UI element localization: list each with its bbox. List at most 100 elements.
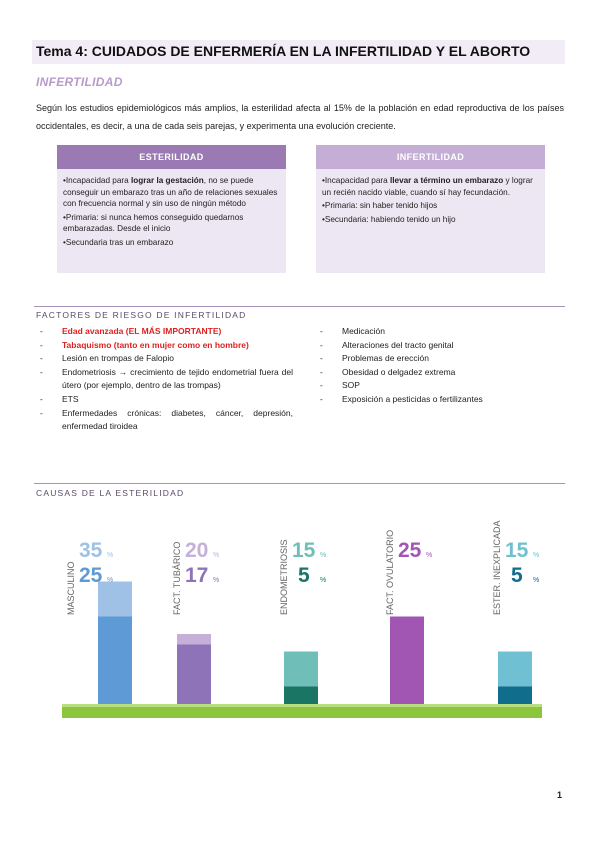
category-label: ESTER. INEXPLICADA — [492, 520, 502, 615]
box-esterilidad: ESTERILIDAD •Incapacidad para lograr la … — [57, 145, 286, 273]
category-label: MASCULINO — [66, 561, 76, 615]
box-item: •Primaria: si nunca hemos conseguido que… — [63, 212, 280, 235]
dash-bullet: - — [40, 393, 43, 404]
dash-bullet: - — [320, 353, 323, 364]
unit-label: % — [426, 552, 432, 559]
dash-bullet: - — [320, 380, 323, 391]
item-bold: lograr la gestación — [130, 176, 204, 185]
risk-factor-item: - Lesión en trompas de Falopio — [36, 352, 293, 366]
risk-factor-item: - Enfermedades crónicas: diabetes, cáncer… — [36, 407, 293, 434]
bar-lower — [284, 686, 318, 704]
risk-factor-text: Alteraciones del tracto genital — [342, 339, 454, 350]
section-heading: INFERTILIDAD — [36, 75, 123, 89]
divider — [34, 483, 565, 484]
risk-factor-text: Lesión en trompas de Falopio — [62, 353, 174, 364]
page-number: 1 — [557, 790, 563, 800]
unit-label: % — [107, 577, 113, 584]
value-label: 5 — [298, 564, 310, 587]
risk-factor-item: - Exposición a pesticidas o fertilizantes — [316, 393, 556, 407]
category-label: FACT. TUBÁRICO — [172, 542, 182, 615]
risk-factor-text: Problemas de erección — [342, 353, 429, 364]
box-body: •Incapacidad para llevar a término un em… — [316, 169, 545, 225]
risk-factor-text: Exposición a pesticidas o fertilizantes — [342, 393, 483, 404]
box-title: ESTERILIDAD — [139, 152, 204, 162]
box-item: •Primaria: sin haber tenido hijos — [322, 200, 539, 212]
dash-bullet: - — [320, 339, 323, 350]
risk-factor-item: - SOP — [316, 379, 556, 393]
title-bar: Tema 4: CUIDADOS DE ENFERMERÍA EN LA INF… — [32, 40, 565, 64]
risk-factor-item: - Edad avanzada (EL MÁS IMPORTANTE) — [36, 325, 293, 339]
risk-factor-text: Medicación — [342, 326, 385, 336]
dash-bullet: - — [320, 366, 323, 377]
value-label: 20 — [185, 539, 208, 562]
risk-factor-text: ETS — [62, 393, 79, 404]
dash-bullet: - — [40, 339, 43, 350]
risk-factor-text: Enfermedades crónicas: diabetes, cáncer,… — [62, 407, 293, 432]
value-label: 17 — [185, 564, 208, 587]
risk-factor-item: - Obesidad o delgadez extrema — [316, 366, 556, 380]
dash-bullet: - — [320, 393, 323, 404]
bar-lower — [98, 616, 132, 704]
risk-factor-text: Endometriosis → crecimiento de tejido en… — [62, 366, 293, 391]
risk-factor-item: - ETS — [36, 393, 293, 407]
box-header: ESTERILIDAD — [57, 145, 286, 169]
page-title: Tema 4: CUIDADOS DE ENFERMERÍA EN LA INF… — [36, 43, 531, 59]
item-text: •Secundaria tras un embarazo — [63, 237, 174, 247]
item-text: •Primaria: sin haber tenido hijos — [322, 201, 438, 210]
box-item: •Secundaria: habiendo tenido un hijo — [322, 214, 539, 226]
risk-factor-item: - Tabaquismo (tanto en mujer como en homb… — [36, 339, 293, 353]
chart-ground-highlight — [62, 704, 542, 707]
item-text: •Secundaria: habiendo tenido un hijo — [322, 214, 456, 224]
risk-factor-text: Tabaquismo (tanto en mujer como en hombr… — [62, 339, 249, 350]
causes-heading: CAUSAS DE LA ESTERILIDAD — [36, 488, 185, 498]
risk-factor-item: - Endometriosis → crecimiento de tejido e… — [36, 366, 293, 393]
unit-label: % — [320, 552, 326, 559]
value-label: 35 — [79, 539, 103, 562]
value-label: 15 — [292, 539, 316, 562]
item-text: y lograr un recién nacido viable, cuando… — [322, 176, 533, 197]
box-item: •Incapacidad para lograr la gestación, n… — [63, 175, 280, 210]
unit-label: % — [213, 577, 219, 584]
item-text: , no se puede conseguir un embarazo tras… — [63, 176, 278, 208]
risk-list-right: - Medicación - Alteraciones del tracto geni… — [316, 325, 556, 407]
risk-factor-text: Obesidad o delgadez extrema — [342, 366, 456, 377]
box-item: •Incapacidad para llevar a término un em… — [322, 175, 539, 198]
risk-factor-item: - Alteraciones del tracto genital — [316, 339, 556, 353]
chart-ground — [62, 704, 542, 718]
item-bold: llevar a término un embarazo — [389, 176, 504, 185]
bar-lower — [177, 644, 211, 704]
dash-bullet: - — [320, 326, 323, 336]
value-label: 5 — [511, 564, 523, 587]
box-body: •Incapacidad para lograr la gestación, n… — [57, 169, 286, 248]
value-label: 25 — [79, 564, 103, 587]
unit-label: % — [533, 552, 539, 559]
risk-list-left: - Edad avanzada (EL MÁS IMPORTANTE) - Tabaq… — [36, 325, 293, 434]
box-title: INFERTILIDAD — [396, 152, 465, 162]
box-header: INFERTILIDAD — [316, 145, 545, 169]
risk-factors-heading: FACTORES DE RIESGO DE INFERTILIDAD — [36, 310, 247, 320]
unit-label: % — [533, 577, 539, 584]
category-label: ENDOMETRIOSIS — [279, 539, 289, 615]
risk-factor-item: - Problemas de erección — [316, 352, 556, 366]
risk-factor-text: Edad avanzada (EL MÁS IMPORTANTE) — [62, 326, 222, 336]
bar-lower — [498, 686, 532, 704]
dash-bullet: - — [40, 366, 43, 377]
risk-factor-item: - Medicación — [316, 325, 556, 339]
item-text: •Incapacidad para — [63, 176, 131, 185]
box-infertilidad: INFERTILIDAD •Incapacidad para llevar a … — [316, 145, 545, 273]
value-label: 15 — [505, 539, 529, 562]
intro-paragraph: Según los estudios epidemiológicos más a… — [36, 103, 564, 131]
bar-upper — [390, 616, 424, 704]
divider — [34, 306, 565, 307]
box-item: •Secundaria tras un embarazo — [63, 237, 280, 249]
category-label: FACT. OVULATORIO — [385, 530, 395, 615]
unit-label: % — [213, 552, 219, 559]
unit-label: % — [320, 577, 326, 584]
item-text: •Incapacidad para — [322, 176, 390, 185]
value-label: 25 — [398, 539, 422, 562]
risk-factor-text: SOP — [342, 380, 360, 391]
dash-bullet: - — [40, 407, 43, 418]
dash-bullet: - — [40, 326, 43, 336]
unit-label: % — [107, 552, 113, 559]
